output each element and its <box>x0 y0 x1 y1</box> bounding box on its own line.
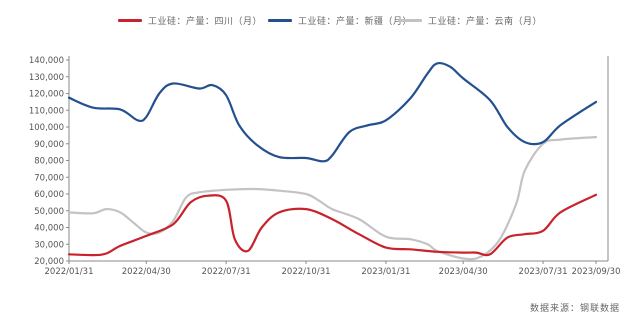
legend-swatch-sichuan <box>118 18 142 22</box>
y-tick-label: 20,000 <box>34 257 64 267</box>
x-tick-label: 2022/01/31 <box>45 267 94 277</box>
y-tick-label: 40,000 <box>34 224 64 234</box>
legend: 工业硅：产量：四川（月） 工业硅：产量：新疆（月） 工业硅：产量：云南（月） <box>0 12 632 28</box>
source-note: 数据来源：钢联数据 <box>529 304 620 314</box>
x-axis: 2022/01/31 2022/04/30 2022/07/31 2022/10/31… <box>45 56 621 277</box>
y-tick-label: 110,000 <box>29 106 64 116</box>
y-tick-label: 120,000 <box>29 90 64 100</box>
y-tick-label: 140,000 <box>29 56 64 66</box>
x-tick-label: 2022/07/31 <box>202 267 251 277</box>
x-tick-label: 2022/04/30 <box>122 267 171 277</box>
legend-label-xinjiang: 工业硅：产量：新疆（月） <box>298 16 413 27</box>
y-tick-label: 80,000 <box>34 157 64 167</box>
series-line-xinjiang[interactable] <box>67 61 598 163</box>
series-layer <box>67 61 598 261</box>
series-line-sichuan[interactable] <box>67 193 598 257</box>
legend-item-yunnan[interactable]: 工业硅：产量：云南（月） <box>398 12 542 28</box>
legend-swatch-xinjiang <box>268 18 292 22</box>
x-tick-label: 2023/09/30 <box>572 267 621 277</box>
y-tick-label: 90,000 <box>34 140 64 150</box>
y-tick-label: 70,000 <box>34 173 64 183</box>
y-axis: 20,000 30,000 40,000 50,000 60,000 70,000 80,0… <box>29 56 70 267</box>
legend-swatch-yunnan <box>398 18 422 22</box>
x-tick-label: 2023/04/30 <box>439 267 488 277</box>
y-tick-label: 50,000 <box>34 207 64 217</box>
y-tick-label: 130,000 <box>29 73 64 83</box>
x-tick-label: 2022/10/31 <box>282 267 331 277</box>
legend-label-sichuan: 工业硅：产量：四川（月） <box>148 16 263 27</box>
legend-label-yunnan: 工业硅：产量：云南（月） <box>428 16 543 27</box>
y-tick-label: 60,000 <box>34 190 64 200</box>
series-line-yunnan[interactable] <box>67 136 598 261</box>
y-tick-label: 100,000 <box>29 123 64 133</box>
x-tick-label: 2023/07/31 <box>519 267 568 277</box>
y-tick-label: 30,000 <box>34 240 64 250</box>
legend-item-sichuan[interactable]: 工业硅：产量：四川（月） <box>118 12 262 28</box>
legend-item-xinjiang[interactable]: 工业硅：产量：新疆（月） <box>268 12 412 28</box>
x-tick-label: 2023/01/31 <box>361 267 410 277</box>
